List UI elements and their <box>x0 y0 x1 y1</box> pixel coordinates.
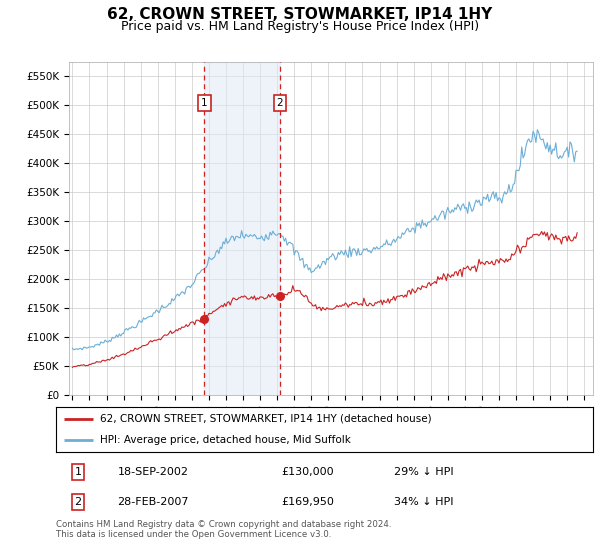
Text: Price paid vs. HM Land Registry's House Price Index (HPI): Price paid vs. HM Land Registry's House … <box>121 20 479 32</box>
Text: 2: 2 <box>74 497 82 507</box>
Text: 29% ↓ HPI: 29% ↓ HPI <box>394 467 454 477</box>
Text: 34% ↓ HPI: 34% ↓ HPI <box>394 497 454 507</box>
Text: 18-SEP-2002: 18-SEP-2002 <box>118 467 188 477</box>
Text: 62, CROWN STREET, STOWMARKET, IP14 1HY (detached house): 62, CROWN STREET, STOWMARKET, IP14 1HY (… <box>100 414 431 424</box>
Text: Contains HM Land Registry data © Crown copyright and database right 2024.
This d: Contains HM Land Registry data © Crown c… <box>56 520 391 539</box>
Text: 62, CROWN STREET, STOWMARKET, IP14 1HY: 62, CROWN STREET, STOWMARKET, IP14 1HY <box>107 7 493 22</box>
Text: 1: 1 <box>74 467 82 477</box>
Text: £130,000: £130,000 <box>281 467 334 477</box>
Text: 28-FEB-2007: 28-FEB-2007 <box>118 497 189 507</box>
Text: HPI: Average price, detached house, Mid Suffolk: HPI: Average price, detached house, Mid … <box>100 435 351 445</box>
Text: 2: 2 <box>277 98 283 108</box>
Text: 1: 1 <box>201 98 208 108</box>
Text: £169,950: £169,950 <box>281 497 334 507</box>
Bar <box>204 62 280 395</box>
